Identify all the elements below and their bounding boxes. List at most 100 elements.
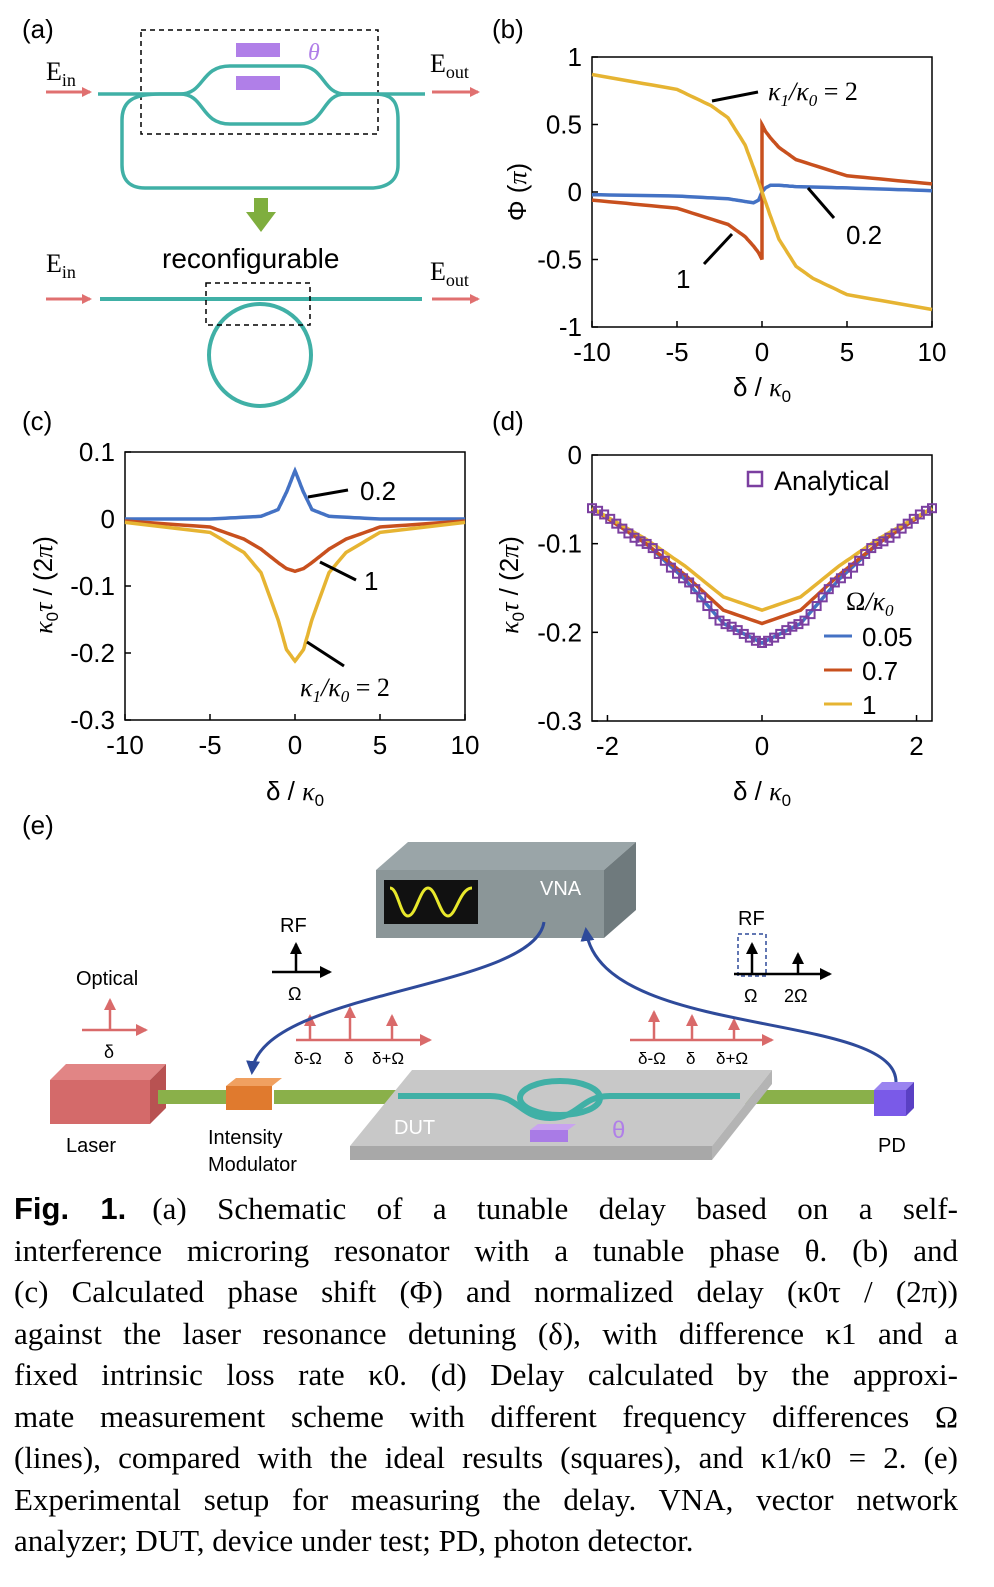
ylabel-d: κ0τ / (2π) [494, 536, 528, 634]
dut-chip-side [712, 1070, 772, 1160]
pd-label: PD [878, 1135, 906, 1157]
analytical-point [927, 503, 937, 514]
modulator-label-2: Modulator [208, 1154, 297, 1176]
x-tick-label: 5 [840, 337, 854, 367]
annot-c-1: 1 [364, 566, 378, 596]
vna-trace [389, 886, 473, 918]
caption-line: Experimental setup for measuring the del… [14, 1481, 958, 1517]
panel-a-label: (a) [22, 14, 54, 44]
dut-theta: θ [612, 1117, 625, 1144]
analytical-point [647, 543, 658, 554]
panel-c-label: (c) [22, 406, 52, 436]
phase-shifter-top [236, 43, 280, 57]
caption-line: fixed intrinsic loss rate κ0. (d) Delay … [14, 1357, 958, 1392]
analytical-point [805, 609, 816, 620]
caption-line: analyzer; DUT, device under test; PD, ph… [14, 1523, 694, 1558]
dashed-box-a2 [205, 282, 311, 326]
modulator-box [226, 1086, 272, 1110]
panel-e-label: (e) [22, 810, 54, 840]
pd-box [874, 1090, 906, 1116]
annot-line-b2 [806, 187, 836, 219]
ticks-d: -2 0 2 0 -0.1 -0.2 -0.3 [537, 440, 924, 761]
eout-label: Eout [430, 49, 469, 82]
tone-right-2: δ [686, 1049, 695, 1068]
caption-line: (lines), compared with the ideal results… [14, 1440, 958, 1475]
dut-heater [530, 1130, 568, 1142]
panel-b: (b) -10 -5 0 5 10 1 0.5 0 -0.5 -1 Φ (π) δ / κ0 κ1… [492, 14, 946, 406]
rf-right-dashed-box [737, 933, 767, 977]
panel-e: (e) VNA RF Ω Optical δ δ-Ω δ δ+Ω δ-Ω δ δ… [22, 810, 914, 1176]
panel-d-label: (d) [492, 406, 524, 436]
pd-top [874, 1082, 914, 1090]
legend-analytical: Analytical [774, 466, 890, 496]
caption-line: interference microring resonator with a … [14, 1232, 958, 1268]
analytical-point [757, 637, 767, 648]
x-tick-label: -10 [573, 337, 611, 367]
ylabel-c: κ0τ / (2π) [28, 536, 62, 634]
legend-analytical-marker [746, 470, 764, 488]
y-tick-label: 0.1 [79, 437, 115, 467]
analytical-point [811, 601, 822, 612]
legend-title: Ω/κ0 [846, 587, 894, 620]
rf-left-label: RF [280, 915, 307, 937]
caption-label: Fig. 1. [14, 1191, 127, 1226]
vna-top [376, 842, 636, 870]
y-tick-label: -0.2 [70, 638, 115, 668]
laser-box [50, 1080, 150, 1124]
down-arrow-icon [246, 198, 276, 232]
y-tick-label: 0.5 [546, 110, 582, 140]
annot-line-b3 [702, 232, 734, 266]
legend-005: 0.05 [862, 622, 913, 652]
lines-b [591, 72, 933, 312]
x-tick-label: 0 [288, 730, 302, 760]
y-tick-label: 0 [568, 177, 582, 207]
panel-c: (c) -10 -5 0 5 10 0.1 0 -0.1 -0.2 -0.3 κ0τ / (2π)… [22, 406, 479, 810]
annot-line-c2 [319, 560, 357, 582]
annot-b-k2: κ1/κ0 = 2 [768, 77, 858, 110]
analytical-point [635, 536, 646, 547]
y-tick-label: -0.5 [537, 245, 582, 275]
laser-label: Laser [66, 1135, 116, 1157]
self-interference-loop [120, 92, 400, 190]
ticks-b: -10 -5 0 5 10 1 0.5 0 -0.5 -1 [537, 42, 946, 367]
analytical-point [817, 592, 828, 603]
microring [207, 302, 313, 408]
vna-side [604, 842, 636, 938]
y-tick-label: -0.2 [537, 617, 582, 647]
analytical-point [920, 505, 931, 516]
dut-waveguide [398, 1093, 740, 1122]
phase-shifter-bottom [236, 76, 280, 90]
analytical-point [708, 609, 719, 620]
annot-b-02: 0.2 [846, 220, 882, 250]
x-tick-label: 2 [909, 731, 923, 761]
fiber-3 [738, 1090, 878, 1104]
waveguide-bus [98, 64, 425, 96]
analytical-point [659, 555, 670, 566]
analytical-point [842, 568, 852, 579]
x-tick-label: 10 [918, 337, 947, 367]
series-line-0-7 [591, 506, 933, 626]
caption-line: (c) Calculated phase shift (Φ) and norma… [14, 1274, 958, 1309]
legend-1: 1 [862, 690, 876, 720]
analytical-point [653, 548, 664, 559]
xlabel-d: δ / κ0 [733, 776, 791, 810]
tone-left-3: δ+Ω [372, 1049, 404, 1068]
legend-07: 0.7 [862, 656, 898, 686]
dut-chip-top [350, 1070, 772, 1146]
analytical-point [823, 584, 834, 595]
analytical-point [587, 503, 597, 514]
rf-right-2omega: 2Ω [784, 986, 807, 1006]
annot-c-k2: κ1/κ0 = 2 [300, 673, 390, 706]
analytical-point [696, 592, 707, 603]
x-tick-label: 10 [451, 730, 480, 760]
analytical-point [690, 584, 701, 595]
y-tick-label: 0 [568, 440, 582, 470]
fiber-1 [158, 1090, 230, 1104]
optical-label: Optical [76, 968, 138, 990]
dut-ring [517, 1078, 603, 1118]
annot-line-c1 [307, 488, 349, 499]
analytical-point [854, 555, 865, 566]
dut-chip-front [350, 1146, 712, 1160]
dut-heater-top [530, 1124, 576, 1130]
tone-left-1: δ-Ω [294, 1049, 322, 1068]
